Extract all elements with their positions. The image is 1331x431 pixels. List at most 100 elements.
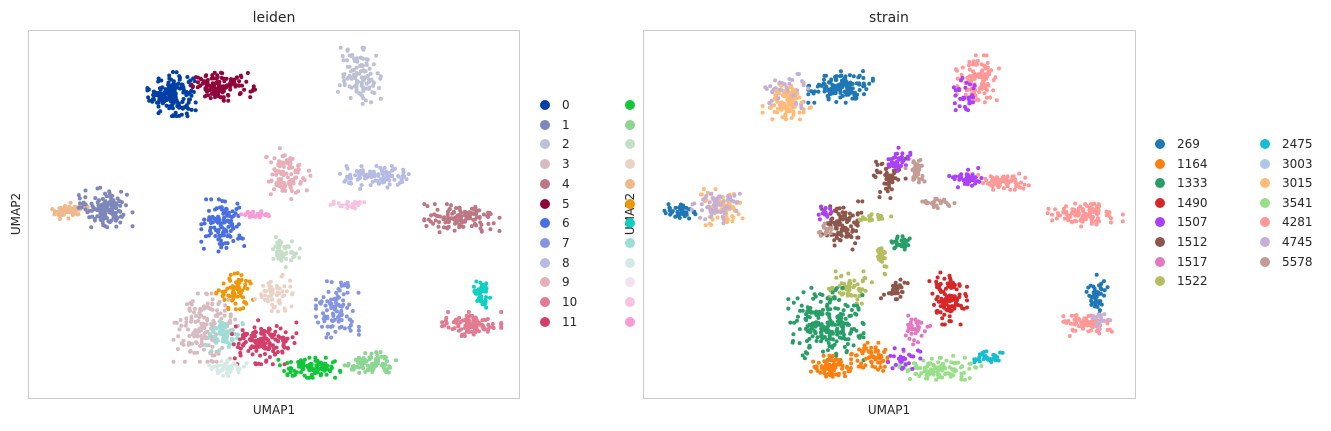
data-point xyxy=(368,169,373,174)
data-point xyxy=(268,332,273,337)
data-point xyxy=(175,347,180,352)
data-point xyxy=(208,228,212,233)
data-point xyxy=(1097,299,1101,304)
data-point xyxy=(787,77,792,81)
data-point xyxy=(235,201,240,206)
data-point xyxy=(883,347,888,352)
data-point xyxy=(973,365,978,370)
data-point xyxy=(205,301,210,306)
data-point xyxy=(876,215,881,220)
data-point xyxy=(900,366,904,371)
data-point xyxy=(381,175,386,180)
data-point xyxy=(270,335,275,340)
data-point xyxy=(668,212,673,217)
data-point xyxy=(980,86,985,91)
data-point xyxy=(1008,187,1013,192)
data-point xyxy=(261,283,266,288)
data-point xyxy=(831,353,836,358)
data-point xyxy=(789,116,794,120)
data-point xyxy=(324,335,329,340)
legend-marker xyxy=(540,316,550,327)
data-point xyxy=(825,296,830,301)
legend-label: 9 xyxy=(562,275,570,290)
data-point xyxy=(820,312,825,316)
data-point xyxy=(228,229,233,233)
data-point xyxy=(203,94,207,99)
data-point xyxy=(992,354,997,359)
legend-item: 1512 xyxy=(1155,234,1208,250)
data-point xyxy=(935,369,940,374)
data-point xyxy=(196,80,200,85)
data-point xyxy=(147,98,152,103)
data-point xyxy=(976,98,981,103)
legend-item: 3015 xyxy=(1260,175,1313,191)
data-point xyxy=(240,83,244,88)
data-point xyxy=(236,83,241,88)
data-point xyxy=(859,364,863,369)
data-point xyxy=(903,362,908,367)
data-point xyxy=(444,321,449,326)
data-point xyxy=(278,326,283,331)
legend-marker xyxy=(625,316,635,327)
data-point xyxy=(942,276,947,281)
data-point xyxy=(955,76,960,81)
data-point xyxy=(873,365,878,370)
data-point xyxy=(711,196,716,201)
data-point xyxy=(1094,222,1099,227)
data-point xyxy=(233,301,238,306)
data-point xyxy=(1068,321,1073,326)
legend-marker xyxy=(540,297,550,307)
data-point xyxy=(306,168,311,173)
legend-item xyxy=(625,136,647,152)
data-point xyxy=(358,168,363,173)
data-point xyxy=(151,93,156,97)
data-point xyxy=(1066,319,1071,323)
data-point xyxy=(442,215,446,220)
data-point xyxy=(275,250,279,255)
data-point xyxy=(308,173,313,178)
data-point xyxy=(845,220,849,224)
data-point xyxy=(473,206,478,210)
data-point xyxy=(422,217,427,222)
data-point xyxy=(797,72,801,76)
data-point xyxy=(687,216,692,221)
data-point xyxy=(991,88,996,93)
data-point xyxy=(997,177,1002,182)
data-point xyxy=(118,220,123,225)
data-point xyxy=(184,111,189,116)
data-point xyxy=(1022,182,1027,187)
data-point xyxy=(189,93,194,98)
data-point xyxy=(334,300,338,305)
data-point xyxy=(944,307,949,312)
data-point xyxy=(219,359,224,364)
data-point xyxy=(92,216,97,221)
data-point xyxy=(732,193,737,198)
data-point xyxy=(470,313,475,318)
data-point xyxy=(967,74,972,79)
data-point xyxy=(246,349,251,353)
data-point xyxy=(307,375,312,380)
data-point xyxy=(854,312,859,317)
data-point xyxy=(940,375,945,380)
data-point xyxy=(834,226,839,231)
data-point xyxy=(350,309,355,313)
data-point xyxy=(872,355,876,360)
data-point xyxy=(834,235,839,240)
data-point xyxy=(290,292,295,297)
data-point xyxy=(264,359,269,364)
data-point xyxy=(882,292,886,297)
data-point xyxy=(1073,213,1078,218)
data-point xyxy=(879,248,884,252)
scatter-points-leiden xyxy=(50,45,504,380)
data-point xyxy=(289,197,294,202)
data-point xyxy=(1096,205,1101,210)
data-point xyxy=(189,82,194,87)
data-point xyxy=(803,317,808,321)
data-point xyxy=(913,331,918,336)
data-point xyxy=(971,86,976,91)
data-point xyxy=(919,371,924,376)
data-point xyxy=(934,196,939,201)
data-point xyxy=(313,355,318,360)
data-point xyxy=(795,91,800,96)
data-point xyxy=(703,223,708,228)
